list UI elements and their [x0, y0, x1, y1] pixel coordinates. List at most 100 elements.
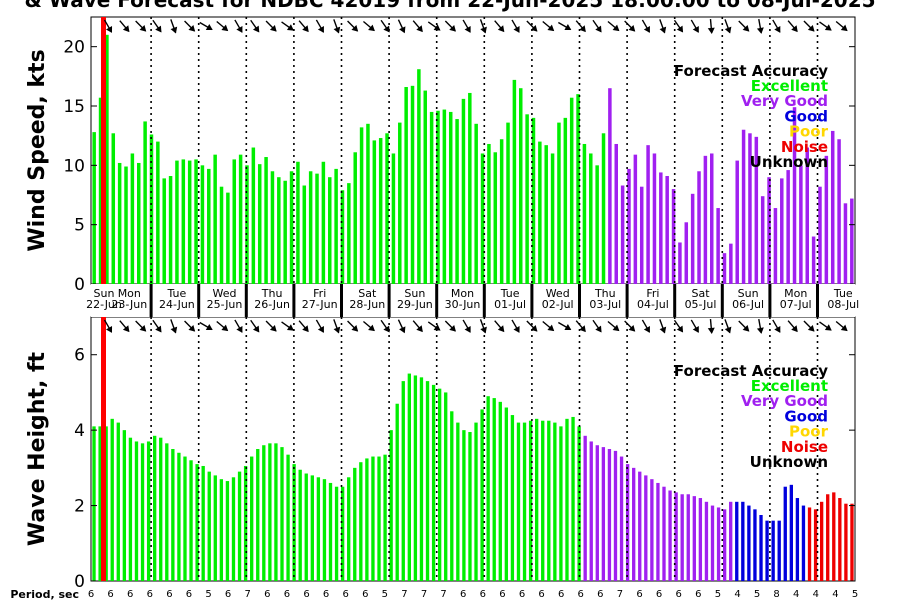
bar	[257, 164, 262, 284]
bar	[200, 165, 205, 284]
bar	[576, 94, 580, 284]
direction-arrow	[690, 19, 699, 33]
bar	[207, 168, 211, 284]
bar	[417, 69, 421, 285]
bar	[334, 486, 339, 581]
bar	[557, 122, 561, 284]
wind-speed-panel: 0 5 10 15 20 Wind Speed, kts Forecast Accuracy…	[25, 16, 856, 295]
bar	[243, 465, 248, 581]
period-value: 6	[558, 589, 564, 600]
bar	[824, 155, 829, 284]
bar	[268, 443, 272, 581]
bar	[474, 422, 478, 581]
bar	[690, 193, 695, 284]
direction-arrow	[607, 320, 620, 332]
bar	[795, 498, 800, 581]
day-separator	[673, 284, 677, 317]
bar	[722, 509, 727, 581]
direction-arrow	[479, 19, 487, 34]
period-value: 6	[343, 589, 349, 600]
period-value: 5	[205, 589, 211, 600]
direction-arrow	[333, 319, 341, 334]
direction-arrow	[135, 320, 147, 332]
bar	[799, 165, 803, 284]
bar	[811, 236, 816, 284]
legend-entry: Unknown	[750, 453, 828, 471]
bar	[322, 479, 327, 581]
bar	[589, 441, 593, 581]
direction-arrow	[170, 19, 178, 34]
bar	[328, 482, 333, 581]
legend-entry: Noise	[781, 438, 828, 456]
bar	[850, 503, 854, 581]
bar	[563, 117, 568, 285]
direction-arrow	[119, 20, 130, 33]
direction-arrow	[835, 20, 848, 32]
bar	[134, 441, 139, 581]
period-value: 6	[127, 589, 133, 600]
bar	[583, 435, 587, 581]
day-of-week-label: Tue	[833, 287, 853, 300]
date-label: 01-Jul	[494, 298, 526, 311]
direction-arrow	[819, 21, 832, 31]
day-separator	[578, 284, 581, 317]
bar	[124, 166, 128, 284]
direction-arrow	[557, 321, 572, 331]
direction-arrow	[592, 319, 602, 333]
period-value: 6	[676, 589, 682, 600]
bar	[716, 507, 721, 581]
bar	[189, 460, 193, 581]
date-label: 24-Jun	[159, 298, 195, 311]
bar	[550, 153, 555, 284]
bar	[678, 242, 682, 284]
bar	[429, 111, 434, 285]
direction-arrow	[575, 20, 586, 33]
period-value: 6	[460, 589, 466, 600]
period-value: 6	[107, 589, 113, 600]
bar	[656, 482, 660, 581]
strip-background	[91, 284, 855, 317]
y-tick-label: 0	[74, 572, 85, 592]
period-value: 7	[401, 589, 407, 600]
direction-arrow	[787, 20, 798, 33]
bar	[277, 177, 281, 284]
bar	[334, 168, 338, 284]
bar	[813, 509, 818, 581]
bar	[455, 119, 459, 284]
day-separator	[149, 284, 153, 317]
bar	[232, 159, 236, 284]
period-value: 6	[695, 589, 701, 600]
bar	[601, 133, 606, 284]
direction-arrow	[234, 19, 243, 33]
direction-arrow	[333, 19, 341, 34]
bar	[765, 520, 769, 581]
bar	[425, 381, 430, 581]
bar	[633, 154, 638, 284]
direction-arrow	[690, 319, 699, 333]
bar	[818, 186, 822, 284]
day-of-week-label: Wed	[546, 287, 570, 300]
bar	[128, 437, 133, 581]
bar	[347, 477, 351, 581]
date-label: 05-Jul	[685, 298, 717, 311]
bar	[353, 152, 357, 284]
legend-entry: Poor	[789, 123, 829, 141]
direction-arrow	[511, 19, 520, 33]
bar	[105, 34, 109, 284]
direction-arrow	[738, 20, 750, 32]
day-label-strip: Sun22-JunMon23-JunTue24-JunWed25-JunThu2…	[86, 284, 859, 317]
bar	[146, 441, 151, 581]
bar	[366, 123, 370, 284]
period-label: Period, sec	[10, 588, 79, 600]
direction-arrow	[462, 319, 471, 333]
direction-arrow	[347, 20, 359, 32]
direction-arrow	[152, 319, 162, 333]
bar	[735, 501, 739, 581]
bar	[783, 486, 787, 581]
bar	[729, 501, 733, 581]
day-of-week-label: Sun	[94, 287, 115, 300]
day-of-week-label: Sat	[691, 287, 710, 300]
bar	[280, 447, 284, 581]
bar	[219, 479, 224, 581]
